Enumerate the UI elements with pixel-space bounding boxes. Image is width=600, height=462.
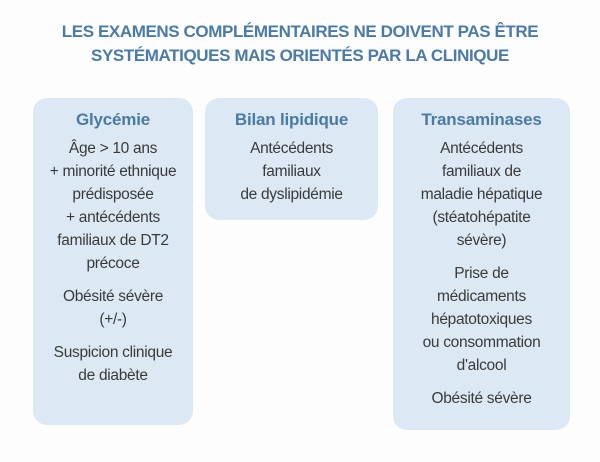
card-bilan-lipidique-title: Bilan lipidique xyxy=(234,110,349,129)
card-transaminases: Transaminases Antécédents familiaux de m… xyxy=(393,98,570,430)
card-glycemie-title: Glycémie xyxy=(75,110,150,129)
card-glycemie-paragraph-1: Âge > 10 ans + minorité ethnique prédisp… xyxy=(49,140,177,272)
card-bilan-lipidique-paragraph-1: Antécédents familiaux de dyslipidémie xyxy=(240,140,343,203)
page-title: LES EXAMENS COMPLÉMENTAIRES NE DOIVENT P… xyxy=(61,22,539,65)
card-transaminases-title: Transaminases xyxy=(421,110,542,129)
card-transaminases-paragraph-3: Obésité sévère xyxy=(431,390,532,407)
card-bilan-lipidique: Bilan lipidique Antécédents familiaux de… xyxy=(205,98,378,220)
card-transaminases-paragraph-2: Prise de médicaments hépatotoxiques ou c… xyxy=(422,265,541,374)
card-glycemie-paragraph-2: Obésité sévère (+/-) xyxy=(62,288,164,328)
card-glycemie-paragraph-3: Suspicion clinique de diabète xyxy=(53,344,173,384)
card-transaminases-paragraph-1: Antécédents familiaux de maladie hépatiq… xyxy=(420,140,543,249)
card-glycemie: Glycémie Âge > 10 ans + minorité ethniqu… xyxy=(33,98,193,425)
